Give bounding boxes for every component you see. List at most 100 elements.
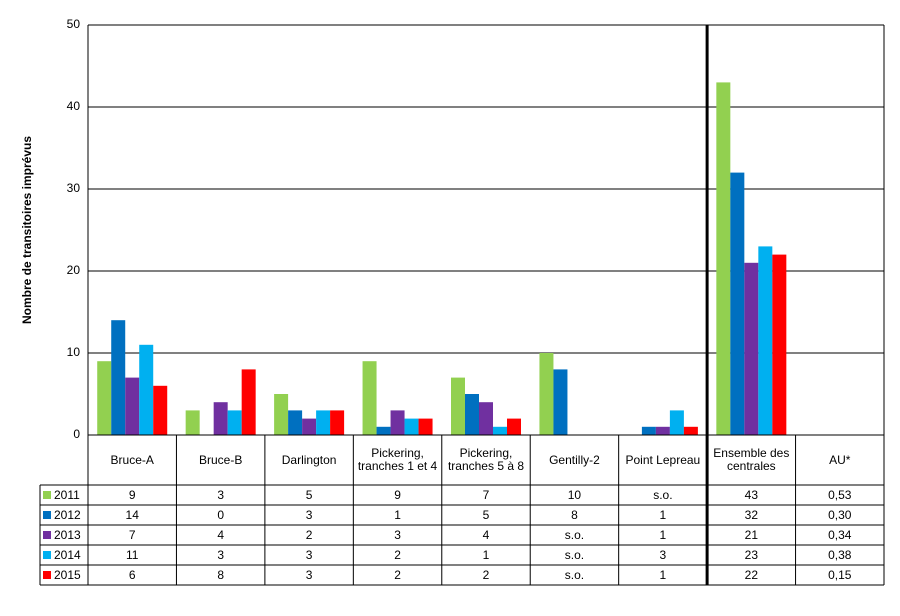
y-tick-label: 10 xyxy=(67,345,81,359)
cell-text: 7 xyxy=(482,487,490,502)
table-cell: 1 xyxy=(619,525,707,545)
bar xyxy=(418,418,433,435)
cell-text: 2 xyxy=(394,547,401,562)
y-tick-label: 20 xyxy=(67,263,81,277)
column-header: Darlington xyxy=(265,435,353,485)
column-header: Bruce-B xyxy=(176,435,264,485)
cell-text: 1 xyxy=(482,547,490,562)
cell-text: 43 xyxy=(744,487,758,502)
table-cell: 1 xyxy=(619,505,707,525)
bar xyxy=(97,361,112,435)
cell-text: 2013 xyxy=(54,527,81,542)
legend-swatch xyxy=(43,511,51,519)
bar xyxy=(390,410,405,435)
cell-text: 3 xyxy=(217,487,224,502)
y-tick-label: 40 xyxy=(67,99,81,113)
legend-swatch xyxy=(43,571,51,579)
table-cell: 1 xyxy=(442,545,530,565)
bar xyxy=(669,410,684,435)
table-cell: 3 xyxy=(176,485,264,505)
table-cell: 9 xyxy=(353,485,441,505)
table-cell: 3 xyxy=(265,505,353,525)
legend-swatch xyxy=(43,551,51,559)
legend-entry: 2014 xyxy=(40,545,88,565)
cell-text: 0,34 xyxy=(828,527,852,542)
cell-text: 21 xyxy=(744,527,758,542)
table-cell: 2 xyxy=(353,565,441,585)
table-cell: 3 xyxy=(265,565,353,585)
cell-text: 5 xyxy=(305,487,313,502)
cell-text: 3 xyxy=(305,507,313,522)
legend-entry: 2013 xyxy=(40,525,88,545)
cell-text: 2014 xyxy=(54,547,81,562)
cell-text: Bruce-A xyxy=(110,452,154,467)
table-cell: 32 xyxy=(707,505,795,525)
bar xyxy=(641,426,656,435)
bar xyxy=(507,418,521,435)
table-cell: 3 xyxy=(265,545,353,565)
cell-text: AU* xyxy=(829,452,851,467)
bar xyxy=(553,369,568,435)
cell-text: 14 xyxy=(125,507,139,522)
cell-text: 6 xyxy=(128,567,136,582)
cell-text: 1 xyxy=(659,527,667,542)
bar xyxy=(362,361,377,435)
column-header: Ensemble des centrales xyxy=(707,435,795,485)
bar xyxy=(288,410,303,435)
cell-text: 7 xyxy=(128,527,136,542)
table-cell: 2 xyxy=(265,525,353,545)
bar xyxy=(153,385,168,435)
bar xyxy=(376,426,391,435)
table-cell: 1 xyxy=(353,505,441,525)
cell-text: 32 xyxy=(744,507,758,522)
table-cell: 4 xyxy=(442,525,530,545)
column-header: Gentilly-2 xyxy=(530,435,618,485)
cell-text: 0,30 xyxy=(828,507,852,522)
legend-swatch xyxy=(43,491,51,499)
bar xyxy=(330,410,345,435)
cell-text: 1 xyxy=(659,567,667,582)
cell-text: 11 xyxy=(125,547,139,562)
bar xyxy=(683,426,698,435)
table-cell: 7 xyxy=(442,485,530,505)
table-cell: 3 xyxy=(176,545,264,565)
bar xyxy=(316,410,331,435)
table-cell: 23 xyxy=(707,545,795,565)
y-tick-label: 0 xyxy=(73,427,80,441)
cell-text: 5 xyxy=(482,507,490,522)
legend-entry: 2015 xyxy=(40,565,88,585)
cell-text: 8 xyxy=(217,567,224,582)
table-cell: 7 xyxy=(88,525,176,545)
cell-text: 2 xyxy=(482,567,490,582)
cell-text: 0,38 xyxy=(828,547,852,562)
bar xyxy=(227,410,242,435)
cell-text: Darlington xyxy=(281,452,337,467)
bar xyxy=(772,254,787,435)
bar xyxy=(213,402,228,435)
cell-text: 4 xyxy=(482,527,490,542)
bar xyxy=(493,426,507,435)
table-cell: 0,34 xyxy=(796,525,884,545)
cell-text: s.o. xyxy=(564,527,585,542)
table-cell: 2 xyxy=(353,545,441,565)
table-cell: s.o. xyxy=(619,485,707,505)
column-header: AU* xyxy=(796,435,884,485)
bar xyxy=(241,369,256,435)
table-cell: 21 xyxy=(707,525,795,545)
cell-text: 2011 xyxy=(54,487,80,502)
cell-text: 2015 xyxy=(54,567,81,582)
bar xyxy=(125,377,140,435)
table-cell: s.o. xyxy=(530,545,618,565)
table-cell: 3 xyxy=(619,545,707,565)
y-tick-label: 30 xyxy=(67,181,81,195)
cell-text: 9 xyxy=(394,487,401,502)
table-cell: s.o. xyxy=(530,565,618,585)
cell-text: 3 xyxy=(217,547,224,562)
cell-text: 1 xyxy=(659,507,667,522)
bar xyxy=(539,353,554,435)
column-header: Pickering, tranches 5 à 8 xyxy=(442,435,530,485)
legend-entry: 2011 xyxy=(40,485,88,505)
legend-entry: 2012 xyxy=(40,505,88,525)
cell-text: 0,15 xyxy=(828,567,852,582)
